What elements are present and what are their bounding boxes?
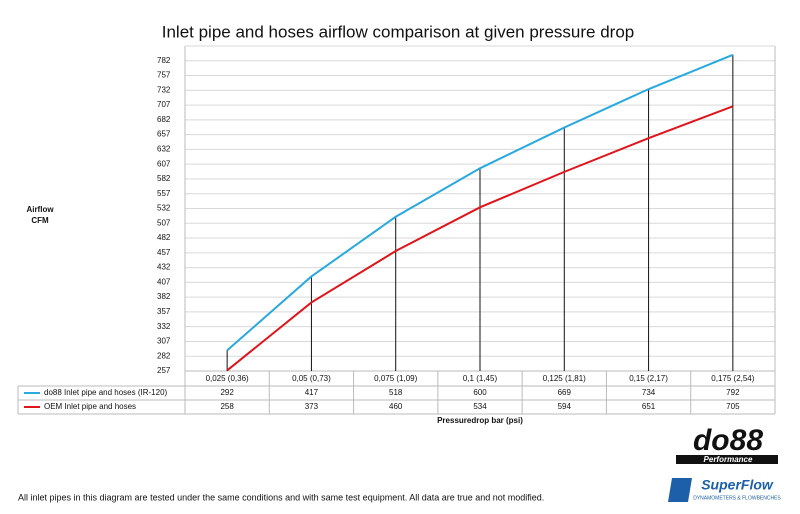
y-tick-label: 382 bbox=[157, 292, 171, 301]
table-value: 258 bbox=[220, 402, 234, 411]
y-tick-label: 682 bbox=[157, 115, 171, 124]
y-tick-label: 582 bbox=[157, 174, 171, 183]
table-value: 669 bbox=[558, 388, 572, 397]
superflow-logo: SuperFlow DYNAMOMETERS & FLOWBENCHES bbox=[668, 477, 781, 502]
y-tick-label: 732 bbox=[157, 85, 171, 94]
y-tick-label: 557 bbox=[157, 189, 171, 198]
series-line bbox=[226, 105, 734, 372]
legend-label: OEM Inlet pipe and hoses bbox=[44, 402, 136, 411]
table-value: 705 bbox=[726, 402, 740, 411]
x-tick-label: 0,075 (1,09) bbox=[374, 374, 417, 383]
x-tick-label: 0,175 (2,54) bbox=[711, 374, 754, 383]
x-tick-label: 0,125 (1,81) bbox=[543, 374, 586, 383]
logo-text: do88 bbox=[693, 424, 763, 457]
do88-logo: do88 Performance bbox=[672, 424, 784, 466]
logo-subtext: DYNAMOMETERS & FLOWBENCHES bbox=[693, 495, 781, 501]
logo-mark bbox=[668, 478, 692, 502]
table-value: 460 bbox=[389, 402, 403, 411]
logo-text: SuperFlow bbox=[701, 477, 774, 493]
y-tick-label: 357 bbox=[157, 307, 171, 316]
y-tick-label: 707 bbox=[157, 100, 171, 109]
x-axis-label: Pressuredrop bar (psi) bbox=[437, 416, 523, 425]
y-tick-label: 432 bbox=[157, 263, 171, 272]
x-tick-label: 0,025 (0,36) bbox=[206, 374, 249, 383]
table-value: 651 bbox=[642, 402, 656, 411]
y-tick-label: 632 bbox=[157, 145, 171, 154]
footnote: All inlet pipes in this diagram are test… bbox=[18, 492, 544, 502]
chart-title: Inlet pipe and hoses airflow comparison … bbox=[162, 22, 635, 41]
y-tick-label: 332 bbox=[157, 322, 171, 331]
table-value: 792 bbox=[726, 388, 740, 397]
y-axis-label: CFM bbox=[31, 216, 49, 225]
y-tick-label: 282 bbox=[157, 351, 171, 360]
table-value: 518 bbox=[389, 388, 403, 397]
y-tick-label: 307 bbox=[157, 337, 171, 346]
table-value: 292 bbox=[220, 388, 234, 397]
table-value: 734 bbox=[642, 388, 656, 397]
logo-bar bbox=[676, 455, 778, 464]
y-tick-label: 532 bbox=[157, 204, 171, 213]
x-tick-label: 0,15 (2,17) bbox=[629, 374, 668, 383]
table-value: 534 bbox=[473, 402, 487, 411]
y-tick-label: 407 bbox=[157, 277, 171, 286]
y-tick-label: 607 bbox=[157, 159, 171, 168]
legend-label: do88 Inlet pipe and hoses (IR-120) bbox=[44, 388, 168, 397]
table-value: 594 bbox=[558, 402, 572, 411]
series-line bbox=[226, 53, 734, 352]
y-axis-label: Airflow bbox=[26, 205, 54, 214]
y-tick-label: 507 bbox=[157, 218, 171, 227]
y-tick-label: 457 bbox=[157, 248, 171, 257]
table-value: 600 bbox=[473, 388, 487, 397]
table-value: 417 bbox=[305, 388, 319, 397]
y-tick-label: 257 bbox=[157, 366, 171, 375]
y-tick-label: 482 bbox=[157, 233, 171, 242]
table-value: 373 bbox=[305, 402, 319, 411]
x-tick-label: 0,1 (1,45) bbox=[463, 374, 498, 383]
y-tick-label: 757 bbox=[157, 71, 171, 80]
logo-subtext: Performance bbox=[704, 455, 753, 464]
y-tick-label: 782 bbox=[157, 56, 171, 65]
x-tick-label: 0,05 (0,73) bbox=[292, 374, 331, 383]
y-tick-label: 657 bbox=[157, 130, 171, 139]
